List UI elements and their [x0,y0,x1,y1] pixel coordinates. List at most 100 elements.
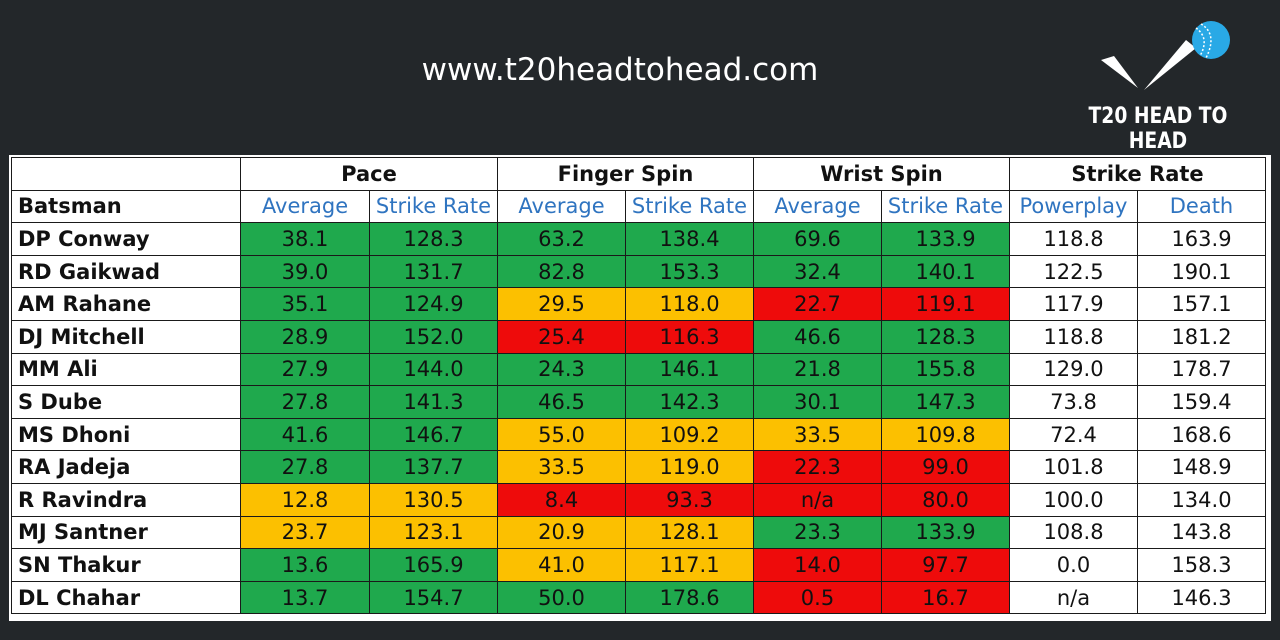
stat-cell: 80.0 [881,482,1010,517]
stat-cell: 152.0 [369,319,498,354]
stat-cell: 12.8 [240,482,370,517]
stat-cell: 117.1 [625,548,754,582]
group-header-finger-spin: Finger Spin [497,157,754,191]
subheader-finger-average: Average [497,189,626,224]
stat-cell: 178.6 [625,580,754,615]
stat-cell: 72.4 [1009,417,1138,452]
cricket-ball-icon [1101,21,1230,90]
stat-cell: 50.0 [497,580,626,615]
subheader-wrist-average: Average [753,189,882,224]
stat-cell: 142.3 [625,385,754,419]
stat-cell: 99.0 [881,450,1010,484]
table-row: S Dube 27.8 141.3 46.5 142.3 30.1 147.3 73.8 159… [11,385,1266,419]
stat-cell: 29.5 [497,287,626,321]
stat-cell: 73.8 [1009,385,1138,419]
stat-cell: 109.2 [625,417,754,452]
blank-header-cell [11,157,241,191]
batsman-name: RA Jadeja [11,450,241,484]
group-header-pace: Pace [240,157,498,191]
stat-cell: 14.0 [753,548,882,582]
stat-cell: 157.1 [1137,287,1266,321]
stat-cell: 82.8 [497,254,626,289]
stat-cell: 13.6 [240,548,370,582]
subheader-powerplay: Powerplay [1009,189,1138,224]
table-row: R Ravindra 12.8 130.5 8.4 93.3 n/a 80.0 100.0 13… [11,482,1266,517]
batsman-stats-table: Pace Finger Spin Wrist Spin Strike Rate … [11,157,1266,615]
stat-cell: 27.9 [240,352,370,387]
group-header-row: Pace Finger Spin Wrist Spin Strike Rate [11,157,1266,191]
stat-cell: 168.6 [1137,417,1266,452]
batsman-name: MM Ali [11,352,241,387]
stat-cell: 190.1 [1137,254,1266,289]
stat-cell: 128.1 [625,515,754,550]
stat-cell: 23.7 [240,515,370,550]
stat-cell: 118.0 [625,287,754,321]
stat-cell: 124.9 [369,287,498,321]
stat-cell: 140.1 [881,254,1010,289]
stat-cell: 148.9 [1137,450,1266,484]
stats-table-container: Pace Finger Spin Wrist Spin Strike Rate … [9,155,1271,621]
subheader-death: Death [1137,189,1266,224]
subheader-pace-strike-rate: Strike Rate [369,189,498,224]
stat-cell: 178.7 [1137,352,1266,387]
stat-cell: 8.4 [497,482,626,517]
table-row: MS Dhoni 41.6 146.7 55.0 109.2 33.5 109.8 72.4 1… [11,417,1266,452]
batsman-name: MS Dhoni [11,417,241,452]
batsman-name: DJ Mitchell [11,319,241,354]
stat-cell: 137.7 [369,450,498,484]
stat-cell: 55.0 [497,417,626,452]
batsman-name: SN Thakur [11,548,241,582]
stat-cell: 129.0 [1009,352,1138,387]
stat-cell: 116.3 [625,319,754,354]
stat-cell: 28.9 [240,319,370,354]
stat-cell: 22.3 [753,450,882,484]
batsman-name: DL Chahar [11,580,241,615]
batsman-name: DP Conway [11,222,241,256]
stat-cell: 22.7 [753,287,882,321]
stat-cell: 46.5 [497,385,626,419]
stat-cell: 24.3 [497,352,626,387]
group-header-wrist-spin: Wrist Spin [753,157,1010,191]
stat-cell: 141.3 [369,385,498,419]
stat-cell: 163.9 [1137,222,1266,256]
stat-cell: 30.1 [753,385,882,419]
stat-cell: 21.8 [753,352,882,387]
subheader-pace-average: Average [240,189,370,224]
batsman-name: RD Gaikwad [11,254,241,289]
stat-cell: 38.1 [240,222,370,256]
table-row: MJ Santner 23.7 123.1 20.9 128.1 23.3 133.9 108… [11,515,1266,550]
stat-cell: 133.9 [881,222,1010,256]
stat-cell: 133.9 [881,515,1010,550]
stat-cell: 153.3 [625,254,754,289]
batsman-name: R Ravindra [11,482,241,517]
stat-cell: 134.0 [1137,482,1266,517]
stat-cell: 41.6 [240,417,370,452]
table-row: SN Thakur 13.6 165.9 41.0 117.1 14.0 97.7 0.0 15… [11,548,1266,582]
stat-cell: n/a [753,482,882,517]
stat-cell: 27.8 [240,385,370,419]
stat-cell: 118.8 [1009,319,1138,354]
stat-cell: 146.7 [369,417,498,452]
stat-cell: 35.1 [240,287,370,321]
group-header-strike-rate: Strike Rate [1009,157,1266,191]
stat-cell: 143.8 [1137,515,1266,550]
stat-cell: 33.5 [497,450,626,484]
stat-cell: 147.3 [881,385,1010,419]
stat-cell: 93.3 [625,482,754,517]
stat-cell: 123.1 [369,515,498,550]
logo-text: T20 HEAD TO HEAD [1088,104,1228,154]
sub-header-row: Batsman Average Strike Rate Average Stri… [11,189,1266,224]
stat-cell: 109.8 [881,417,1010,452]
batsman-header: Batsman [11,189,241,224]
batsman-name: AM Rahane [11,287,241,321]
stat-cell: 138.4 [625,222,754,256]
stat-cell: 155.8 [881,352,1010,387]
stat-cell: 128.3 [369,222,498,256]
stat-cell: 144.0 [369,352,498,387]
stat-cell: 13.7 [240,580,370,615]
subheader-wrist-strike-rate: Strike Rate [881,189,1010,224]
stat-cell: 130.5 [369,482,498,517]
stat-cell: 69.6 [753,222,882,256]
batsman-name: S Dube [11,385,241,419]
stat-cell: 20.9 [497,515,626,550]
